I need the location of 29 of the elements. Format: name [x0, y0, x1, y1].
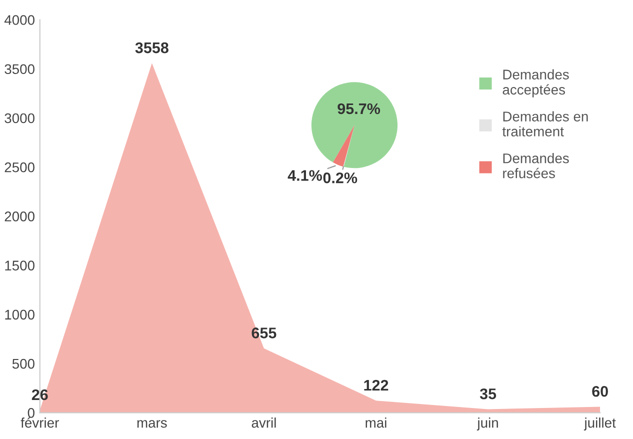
x-tick-label: juin: [476, 418, 498, 430]
legend-label: Demandes en traitement: [502, 111, 588, 136]
data-label: 26: [32, 389, 48, 400]
data-label: 3558: [135, 42, 168, 54]
data-label: 4.1%: [288, 170, 322, 181]
legend-label: Demandes refusées: [503, 153, 569, 178]
pie-slice: [332, 125, 354, 167]
data-label: 35: [480, 388, 496, 400]
y-tick-label: 2500: [4, 162, 34, 172]
data-label: 0.2%: [323, 172, 358, 184]
legend-label: Demandes acceptées: [502, 69, 569, 98]
y-tick-label: 1500: [5, 260, 34, 270]
y-tick-label: 500: [12, 358, 34, 369]
pie-slice: [311, 82, 398, 168]
x-tick-label: avril: [252, 418, 276, 428]
data-label: 655: [252, 328, 276, 338]
data-label: 95.7%: [338, 103, 380, 114]
y-tick-label: 3000: [4, 113, 34, 124]
y-tick-label: 2000: [4, 212, 34, 222]
data-label: 122: [364, 380, 388, 391]
x-tick-label: février: [20, 417, 59, 428]
data-label: 60: [592, 386, 608, 397]
y-tick-label: 0: [28, 408, 34, 418]
y-tick-label: 1000: [5, 310, 34, 320]
y-tick-label: 4000: [4, 15, 34, 25]
x-tick-label: mai: [366, 418, 386, 428]
y-tick-label: 3500: [4, 64, 34, 74]
x-tick-label: mars: [137, 420, 167, 428]
x-tick-label: juillet: [584, 418, 616, 430]
